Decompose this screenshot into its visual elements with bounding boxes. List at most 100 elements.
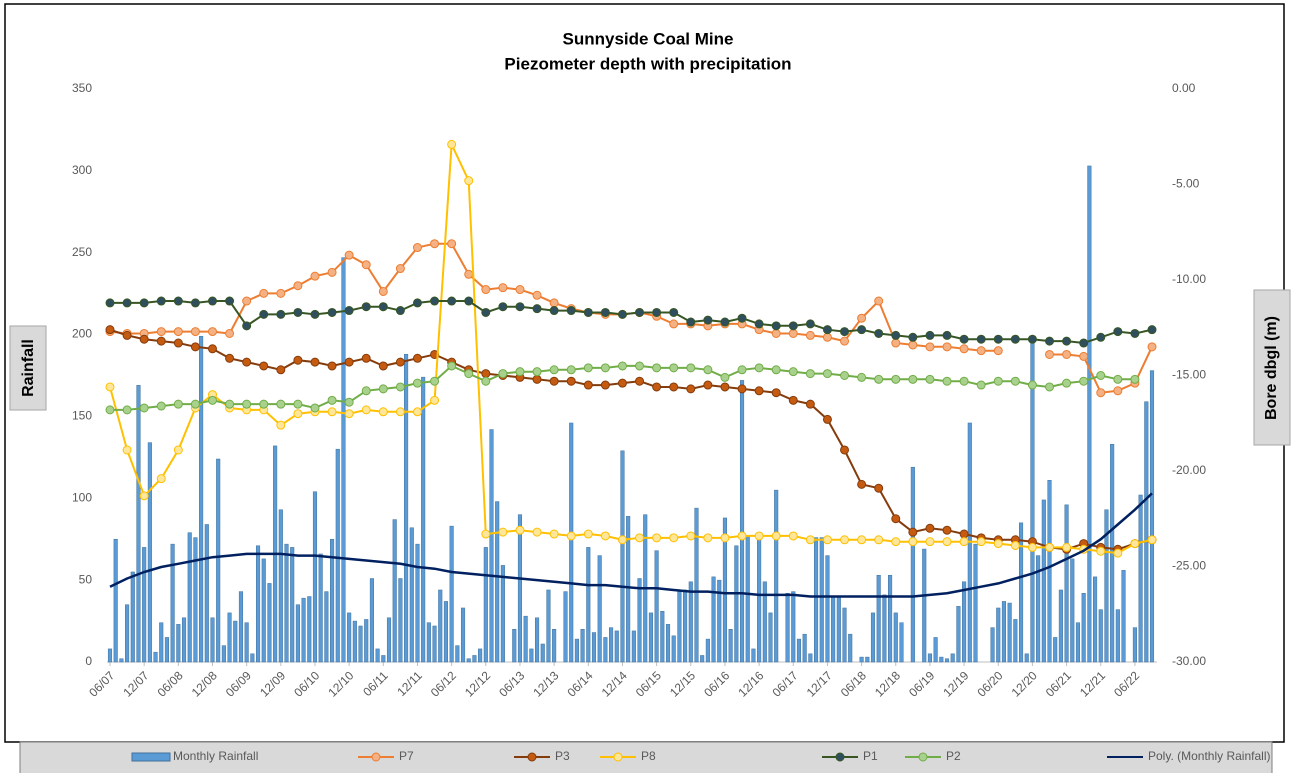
rain-bar (472, 655, 477, 663)
marker (549, 298, 559, 308)
y-label-box (9, 325, 47, 411)
marker (344, 409, 354, 419)
marker (464, 296, 474, 306)
marker (412, 243, 422, 253)
marker (874, 535, 884, 545)
marker (464, 369, 474, 379)
marker (805, 535, 815, 545)
marker (293, 409, 303, 419)
rain-bar (250, 653, 255, 663)
marker (703, 315, 713, 325)
rain-bar (341, 257, 346, 663)
marker (378, 361, 388, 371)
marker (242, 357, 252, 367)
y2-tick-label: -25.00 (1172, 559, 1206, 573)
marker (532, 304, 542, 314)
marker (532, 527, 542, 537)
legend-label: P1 (863, 749, 878, 763)
rain-bar (1081, 592, 1086, 663)
marker (139, 491, 149, 501)
marker (771, 328, 781, 338)
rain-bar (859, 656, 864, 663)
rain-bar (1104, 509, 1109, 663)
marker (225, 328, 235, 338)
rain-bar (705, 638, 710, 663)
marker (1079, 351, 1089, 361)
marker (105, 405, 115, 415)
rain-bar (307, 596, 312, 663)
marker (430, 395, 440, 405)
rain-bar (990, 627, 995, 663)
y-tick-label: 0 (85, 654, 92, 668)
rain-bar (1075, 622, 1081, 663)
marker (908, 332, 918, 342)
marker (190, 327, 200, 337)
marker (464, 176, 474, 186)
marker (891, 514, 901, 524)
rain-bar (409, 527, 414, 663)
rain-bar (848, 633, 853, 663)
marker (703, 533, 713, 543)
marker (976, 334, 986, 344)
rain-bar (489, 429, 494, 663)
rain-bar (591, 632, 597, 663)
marker (583, 363, 593, 373)
marker (225, 399, 235, 409)
marker (447, 361, 457, 371)
marker (549, 365, 559, 375)
rain-bar (739, 380, 745, 663)
marker (1113, 548, 1123, 558)
marker (976, 537, 986, 547)
rain-bar (495, 501, 500, 663)
rain-bar (660, 610, 665, 663)
marker (652, 363, 662, 373)
marker (412, 298, 422, 308)
marker (207, 296, 217, 306)
marker (276, 288, 286, 298)
rain-bar (1070, 558, 1075, 663)
rain-bar (125, 604, 130, 663)
rain-bar (609, 627, 614, 663)
marker (1147, 325, 1157, 335)
marker (1010, 376, 1020, 386)
marker (1113, 374, 1123, 384)
marker (327, 267, 337, 277)
marker (310, 357, 320, 367)
rain-bar (261, 558, 266, 663)
marker (942, 330, 952, 340)
rain-bar (347, 612, 352, 663)
legend-marker (613, 752, 623, 762)
marker (1147, 342, 1157, 352)
marker (122, 330, 132, 340)
marker (617, 378, 627, 388)
marker (1079, 376, 1089, 386)
marker (669, 382, 679, 392)
marker (344, 397, 354, 407)
marker (652, 382, 662, 392)
marker (1096, 546, 1106, 556)
rain-bar (455, 645, 460, 663)
marker (464, 269, 474, 279)
marker (276, 399, 286, 409)
marker (771, 388, 781, 398)
marker (1045, 349, 1055, 359)
marker (617, 309, 627, 319)
marker (207, 327, 217, 337)
legend-label: Monthly Rainfall (173, 749, 258, 763)
marker (361, 302, 371, 312)
marker (156, 336, 166, 346)
rain-bar (386, 617, 392, 663)
marker (395, 357, 405, 367)
rain-bar (466, 658, 471, 663)
marker (532, 290, 542, 300)
marker (891, 374, 901, 384)
marker (993, 539, 1003, 549)
y-tick-label: 150 (72, 409, 92, 423)
rain-bar (757, 532, 762, 663)
marker (156, 401, 166, 411)
legend-box (19, 741, 1273, 773)
marker (703, 365, 713, 375)
marker (173, 327, 183, 337)
